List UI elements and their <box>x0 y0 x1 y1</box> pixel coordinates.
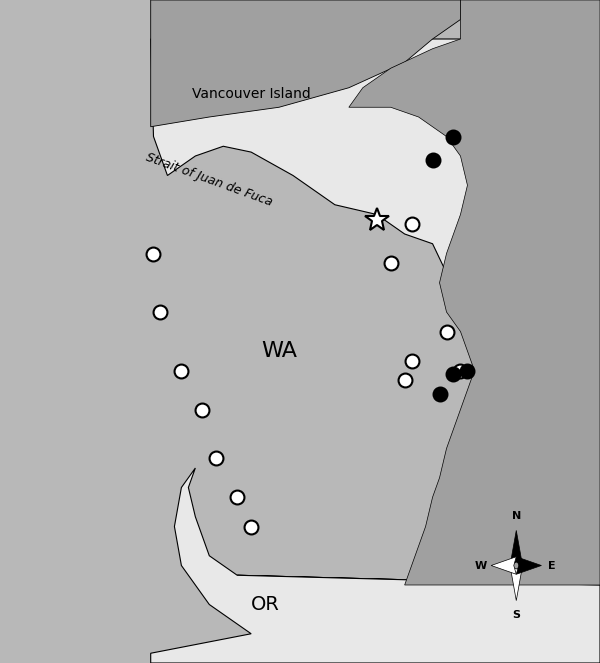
Polygon shape <box>151 0 460 127</box>
Polygon shape <box>516 557 541 574</box>
Polygon shape <box>349 0 600 585</box>
Text: OR: OR <box>251 595 280 614</box>
Text: S: S <box>512 610 520 620</box>
Polygon shape <box>151 468 600 663</box>
Text: Vancouver Island: Vancouver Island <box>192 87 311 101</box>
Polygon shape <box>510 530 523 566</box>
Polygon shape <box>151 39 600 585</box>
Text: E: E <box>548 560 555 570</box>
Text: N: N <box>512 511 521 521</box>
Polygon shape <box>491 557 516 574</box>
Text: Strait of Juan de Fuca: Strait of Juan de Fuca <box>144 151 274 208</box>
Text: W: W <box>475 560 487 570</box>
Text: WA: WA <box>261 341 297 361</box>
Polygon shape <box>510 566 523 601</box>
